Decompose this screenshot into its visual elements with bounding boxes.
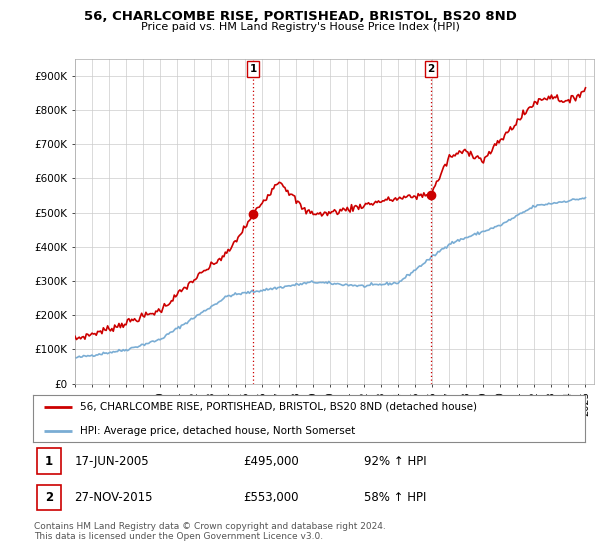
Text: 1: 1 <box>45 455 53 468</box>
Text: 92% ↑ HPI: 92% ↑ HPI <box>364 455 427 468</box>
Text: 58% ↑ HPI: 58% ↑ HPI <box>364 491 427 504</box>
Text: Price paid vs. HM Land Registry's House Price Index (HPI): Price paid vs. HM Land Registry's House … <box>140 22 460 32</box>
Text: 1: 1 <box>250 64 257 74</box>
Text: 27-NOV-2015: 27-NOV-2015 <box>74 491 153 504</box>
Text: £553,000: £553,000 <box>243 491 298 504</box>
Text: 17-JUN-2005: 17-JUN-2005 <box>74 455 149 468</box>
Text: Contains HM Land Registry data © Crown copyright and database right 2024.
This d: Contains HM Land Registry data © Crown c… <box>34 522 386 542</box>
Text: HPI: Average price, detached house, North Somerset: HPI: Average price, detached house, Nort… <box>80 426 355 436</box>
Text: £495,000: £495,000 <box>243 455 299 468</box>
Text: 2: 2 <box>427 64 434 74</box>
FancyBboxPatch shape <box>37 485 61 510</box>
FancyBboxPatch shape <box>37 449 61 474</box>
Text: 56, CHARLCOMBE RISE, PORTISHEAD, BRISTOL, BS20 8ND: 56, CHARLCOMBE RISE, PORTISHEAD, BRISTOL… <box>83 10 517 23</box>
Text: 2: 2 <box>45 491 53 504</box>
Text: 56, CHARLCOMBE RISE, PORTISHEAD, BRISTOL, BS20 8ND (detached house): 56, CHARLCOMBE RISE, PORTISHEAD, BRISTOL… <box>80 402 477 412</box>
